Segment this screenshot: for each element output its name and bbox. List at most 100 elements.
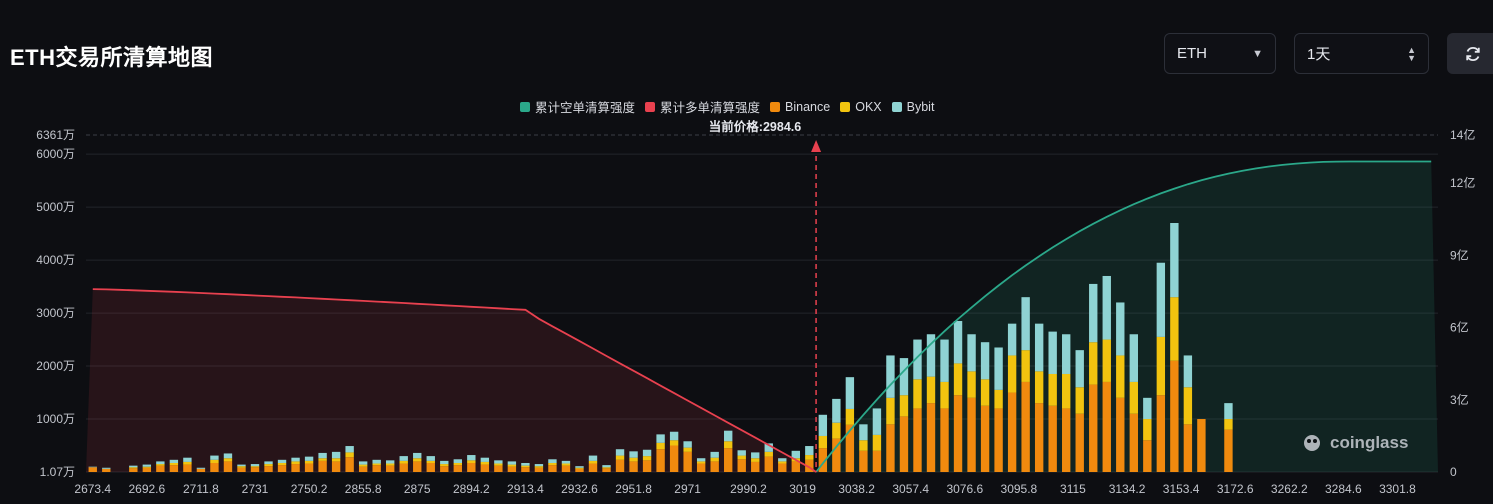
x-axis-tick-label: 2913.4 xyxy=(507,482,544,496)
bar-bybit xyxy=(156,461,165,465)
bar-binance xyxy=(899,416,909,472)
bar-binance xyxy=(710,461,719,472)
legend-label: Bybit xyxy=(906,99,935,114)
bar-bybit xyxy=(926,334,936,377)
bar-bybit xyxy=(710,451,719,458)
bar-bybit xyxy=(102,467,111,469)
bar-binance xyxy=(764,456,773,472)
bar-bybit xyxy=(413,452,422,459)
x-axis-tick-label: 3115 xyxy=(1060,482,1086,496)
legend-item-long-cum[interactable]: 累计多单清算强度 xyxy=(645,97,760,116)
bar-okx xyxy=(994,389,1003,409)
bar-okx xyxy=(575,467,584,469)
bar-bybit xyxy=(967,334,976,372)
legend-label: 累计空单清算强度 xyxy=(535,101,636,115)
bar-bybit xyxy=(129,465,138,468)
long-cum-line xyxy=(92,288,817,473)
legend-item-binance[interactable]: Binance xyxy=(770,97,830,116)
bar-binance xyxy=(913,408,922,472)
bar-okx xyxy=(778,461,787,464)
bar-binance xyxy=(1129,413,1138,472)
bar-okx xyxy=(1021,350,1030,382)
legend-item-okx[interactable]: OKX xyxy=(840,97,882,116)
bar-okx xyxy=(764,451,773,457)
coin-select[interactable]: ETH ▼ xyxy=(1164,33,1276,74)
right-axis-tick-label: 12亿 xyxy=(1450,175,1475,190)
bar-okx xyxy=(724,441,733,449)
bar-bybit xyxy=(832,398,841,423)
long-cum-area xyxy=(86,289,817,472)
bar-binance xyxy=(980,405,990,472)
bar-binance xyxy=(1183,424,1193,472)
x-axis-tick-label: 2951.8 xyxy=(615,482,652,496)
bar-okx xyxy=(1075,387,1084,414)
bar-binance xyxy=(399,463,408,472)
bar-okx xyxy=(602,467,611,469)
bar-bybit xyxy=(805,446,814,456)
bar-okx xyxy=(1143,419,1152,441)
right-axis-tick-label: 0 xyxy=(1450,465,1457,479)
bar-binance xyxy=(1089,384,1098,472)
bar-bybit xyxy=(386,460,395,464)
refresh-button[interactable] xyxy=(1447,33,1493,74)
bar-okx xyxy=(345,452,354,458)
bar-binance xyxy=(1062,408,1071,472)
legend-swatch xyxy=(840,101,851,112)
bar-bybit xyxy=(1116,302,1125,356)
bar-binance xyxy=(818,448,828,472)
bar-binance xyxy=(548,465,557,472)
legend-item-short-cum[interactable]: 累计空单清算强度 xyxy=(520,97,635,116)
x-axis-tick-label: 3019 xyxy=(789,482,816,496)
bar-binance xyxy=(183,464,192,472)
bar-bybit xyxy=(791,450,800,459)
bar-bybit xyxy=(331,451,341,459)
bar-okx xyxy=(669,440,679,446)
bar-binance xyxy=(791,461,800,472)
bar-binance xyxy=(480,464,490,472)
bar-okx xyxy=(615,455,625,460)
bar-bybit xyxy=(264,461,273,465)
bar-bybit xyxy=(1156,262,1166,337)
bar-okx xyxy=(1224,419,1233,430)
updown-chevron-icon: ▲ ▼ xyxy=(1407,44,1416,63)
bar-okx xyxy=(142,466,152,468)
bar-binance xyxy=(237,467,246,472)
bar-okx xyxy=(291,461,300,465)
left-axis-tick-label: 3000万 xyxy=(36,306,75,320)
bar-okx xyxy=(1048,373,1057,406)
bar-bybit xyxy=(223,453,233,459)
bar-binance xyxy=(575,468,584,472)
bar-bybit xyxy=(1224,403,1233,420)
bar-okx xyxy=(386,463,395,466)
bar-binance xyxy=(588,463,598,472)
x-axis-tick-label: 3095.8 xyxy=(1001,482,1038,496)
bar-bybit xyxy=(1143,397,1152,420)
bar-binance xyxy=(561,465,571,472)
bar-okx xyxy=(1156,336,1166,396)
current-price-label: 当前价格:2984.6 xyxy=(708,120,802,134)
x-axis-tick-label: 2894.2 xyxy=(453,482,490,496)
bar-binance xyxy=(304,463,314,472)
bar-bybit xyxy=(1048,331,1057,374)
refresh-icon xyxy=(1466,46,1480,61)
bar-binance xyxy=(169,465,179,472)
bar-bybit xyxy=(210,455,219,460)
legend-swatch xyxy=(770,101,781,112)
bar-okx xyxy=(277,462,287,466)
x-axis-tick-label: 2673.4 xyxy=(74,482,111,496)
bar-bybit xyxy=(980,342,990,380)
bar-bybit xyxy=(696,458,706,462)
bar-okx xyxy=(507,464,517,467)
legend-label: Binance xyxy=(785,99,831,114)
bar-bybit xyxy=(913,339,922,380)
bar-bybit xyxy=(994,347,1003,390)
legend-item-bybit[interactable]: Bybit xyxy=(891,97,935,116)
bar-bybit xyxy=(845,377,855,409)
bar-okx xyxy=(1034,371,1044,404)
coin-select-value: ETH xyxy=(1177,45,1207,62)
bar-okx xyxy=(859,440,868,451)
bar-okx xyxy=(480,461,490,465)
bar-bybit xyxy=(669,431,679,441)
range-select[interactable]: 1天 ▲ ▼ xyxy=(1294,33,1429,74)
bar-okx xyxy=(832,422,841,439)
